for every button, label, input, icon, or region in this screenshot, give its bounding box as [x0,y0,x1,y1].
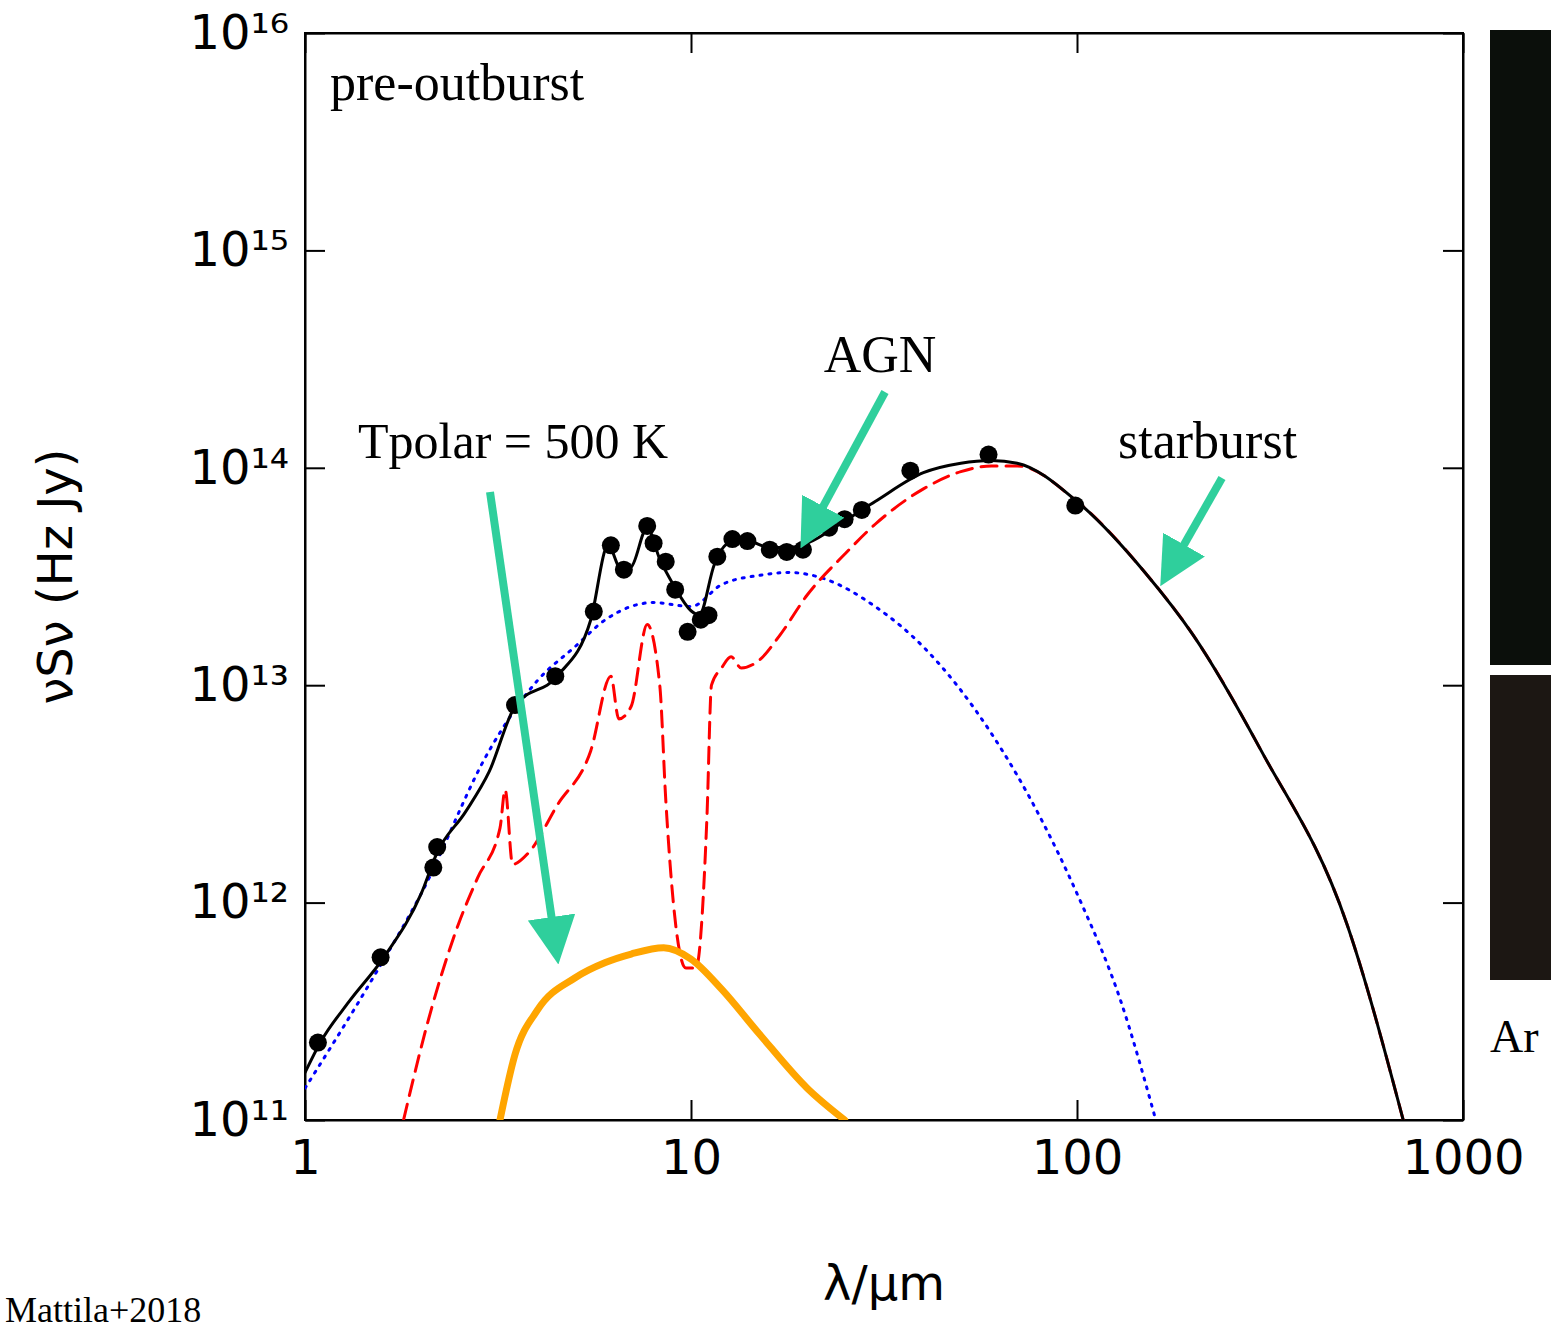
data-point [699,606,717,624]
tick-mark [1443,1120,1463,1122]
data-point [585,603,603,621]
chart: 1 10 100 1000 10¹¹ 10¹² 10¹³ 10¹⁴ 10¹⁵ 10¹⁶ λ/μm νS… [0,0,1551,1336]
tick-label: 10¹³ [189,656,289,712]
tick [1443,685,1463,686]
series-line [305,572,1156,1120]
tick [1443,1120,1463,1121]
axis-line [1463,34,1465,1121]
side-image [1490,675,1551,980]
tick [691,33,692,53]
data-point [761,541,779,559]
tick-mark [1443,902,1463,904]
tick-label: 100 [1032,1129,1124,1185]
data-point [602,536,620,554]
annotation-arrow [490,492,557,955]
tick-mark [305,1120,325,1122]
data-point [980,446,998,464]
x-axis-top [306,33,1464,53]
tick-label: 1000 [1402,1129,1524,1185]
tick-mark [305,902,325,904]
side-image [1490,30,1551,665]
tick [1443,33,1463,34]
annotation: Tpolar = 500 K [358,413,668,469]
y-axis-title: νSν (Hz Jy) [27,449,83,705]
tick: 10¹³ [189,656,325,712]
side-caption: Ar [1490,1011,1539,1062]
axis-line [306,1120,1464,1122]
tick [1443,903,1463,904]
tick-label: 10¹⁵ [189,221,289,277]
data-point [666,581,684,599]
credit: Mattila+2018 [5,1290,201,1330]
data-point [836,510,854,528]
tick-label: 10¹² [189,873,289,929]
data-point [615,561,633,579]
tick-mark [305,250,325,252]
tick: 10¹⁴ [189,439,325,495]
tick-mark [305,467,325,469]
data-point [372,948,390,966]
x-axis-title: λ/μm [823,1255,945,1311]
tick-label: 10¹⁴ [189,439,289,495]
tick [1443,468,1463,469]
tick-label: 10¹¹ [189,1091,289,1147]
data-point [853,501,871,519]
plot-area [305,446,1403,1120]
data-point [901,462,919,480]
annotation: starburst [1118,412,1298,469]
y-axis: 10¹¹ 10¹² 10¹³ 10¹⁴ 10¹⁵ 10¹⁶ [189,4,325,1147]
tick: 10¹² [189,873,325,929]
tick [1443,250,1463,251]
tick-label: 1 [290,1129,321,1185]
data-point [738,532,756,550]
tick: 10¹⁶ [189,4,325,60]
series-line [305,461,1403,1120]
data-point [546,667,564,685]
tick-mark [1443,250,1463,252]
data-point [309,1034,327,1052]
annotation-arrow [805,392,885,540]
series-line [500,948,845,1120]
panel-label: pre-outburst [330,54,585,111]
tick-mark [305,685,325,687]
data-point [794,541,812,559]
data-point [428,838,446,856]
annotation: AGN [824,326,937,383]
tick-mark [1077,33,1079,53]
data-point [1066,497,1084,515]
annotation-arrow [1165,478,1222,578]
tick [1077,33,1078,53]
x-axis: 1 10 100 1000 [290,1100,1524,1185]
plot-frame [305,33,1463,1120]
axis-line [305,34,307,1121]
series-line [404,466,1404,1120]
tick: 10¹¹ [189,1091,325,1147]
tick-mark [1077,1100,1079,1120]
tick: 10 [661,1100,722,1185]
tick-mark [691,1100,693,1120]
data-point [645,534,663,552]
data-point [778,543,796,561]
data-point [657,553,675,571]
axis-line [306,33,1464,35]
data-point [424,859,442,877]
tick-mark [691,33,693,53]
y-axis-right [1443,34,1464,1121]
tick-mark [305,33,325,35]
data-point [820,519,838,537]
tick-mark [1443,467,1463,469]
data-point [638,517,656,535]
tick: 10¹⁵ [189,221,325,277]
tick-label: 10 [661,1129,722,1185]
tick-mark [1443,33,1463,35]
data-point [708,548,726,566]
tick: 100 [1032,1100,1124,1185]
tick-label: 10¹⁶ [189,4,289,60]
tick-mark [1443,685,1463,687]
